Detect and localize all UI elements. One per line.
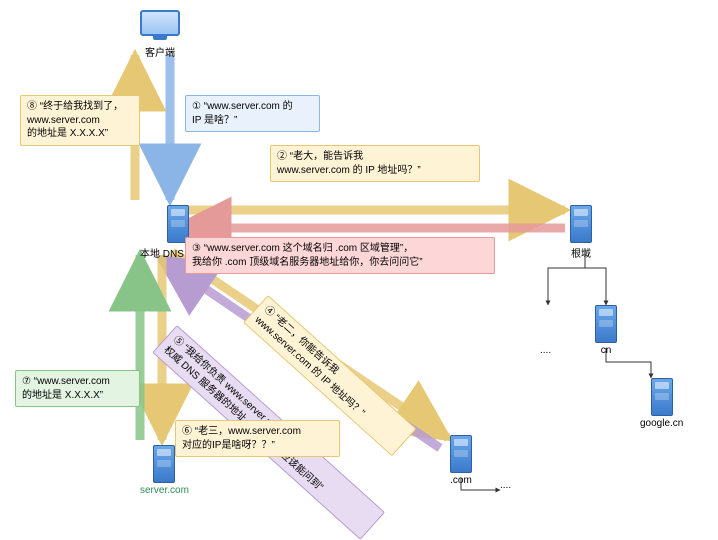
server-icon xyxy=(651,378,673,416)
server-icon xyxy=(595,305,617,343)
step-badge: ④ xyxy=(262,304,277,319)
step-badge: ⑥ xyxy=(182,426,192,437)
monitor-icon xyxy=(140,10,180,42)
node-com: .com xyxy=(450,435,472,486)
node-client: 客户端 xyxy=(140,10,180,59)
node-dots-label: .... xyxy=(500,480,511,491)
step-badge: ⑤ xyxy=(171,334,186,349)
callout-c7: ⑦ “www.server.com的地址是 X.X.X.X” xyxy=(15,370,140,407)
server-icon xyxy=(153,445,175,483)
step-badge: ⑧ xyxy=(27,101,37,112)
node-root-label: 根域 xyxy=(571,245,591,260)
callout-c6: ⑥ “老三，www.server.com对应的IP是啥呀？？” xyxy=(175,420,340,457)
callout-c8: ⑧ “终于给我找到了，www.server.com的地址是 X.X.X.X” xyxy=(20,95,140,146)
node-cn: cn xyxy=(595,305,617,356)
callout-c1: ① “www.server.com 的IP 是啥？” xyxy=(185,95,320,132)
node-com-label: .com xyxy=(450,475,472,486)
step-badge: ⑦ xyxy=(22,376,31,387)
server-icon xyxy=(570,205,592,243)
step-badge: ① xyxy=(192,101,201,112)
node-servercom-label: server.com xyxy=(140,485,189,496)
callout-c3: ③ “www.server.com 这个域名归 .com 区域管理”，我给你 .… xyxy=(185,237,495,274)
node-cn-label: cn xyxy=(601,345,612,356)
node-root: 根域 xyxy=(570,205,592,260)
callout-c2: ② “老大，能告诉我www.server.com 的 IP 地址吗？” xyxy=(270,145,480,182)
node-dots2-label: .... xyxy=(540,345,551,356)
node-googlecn-label: google.cn xyxy=(640,418,683,429)
node-googlecn: google.cn xyxy=(640,378,683,429)
node-client-label: 客户端 xyxy=(145,44,175,59)
server-icon xyxy=(450,435,472,473)
step-badge: ③ xyxy=(192,243,201,254)
step-badge: ② xyxy=(277,151,287,162)
